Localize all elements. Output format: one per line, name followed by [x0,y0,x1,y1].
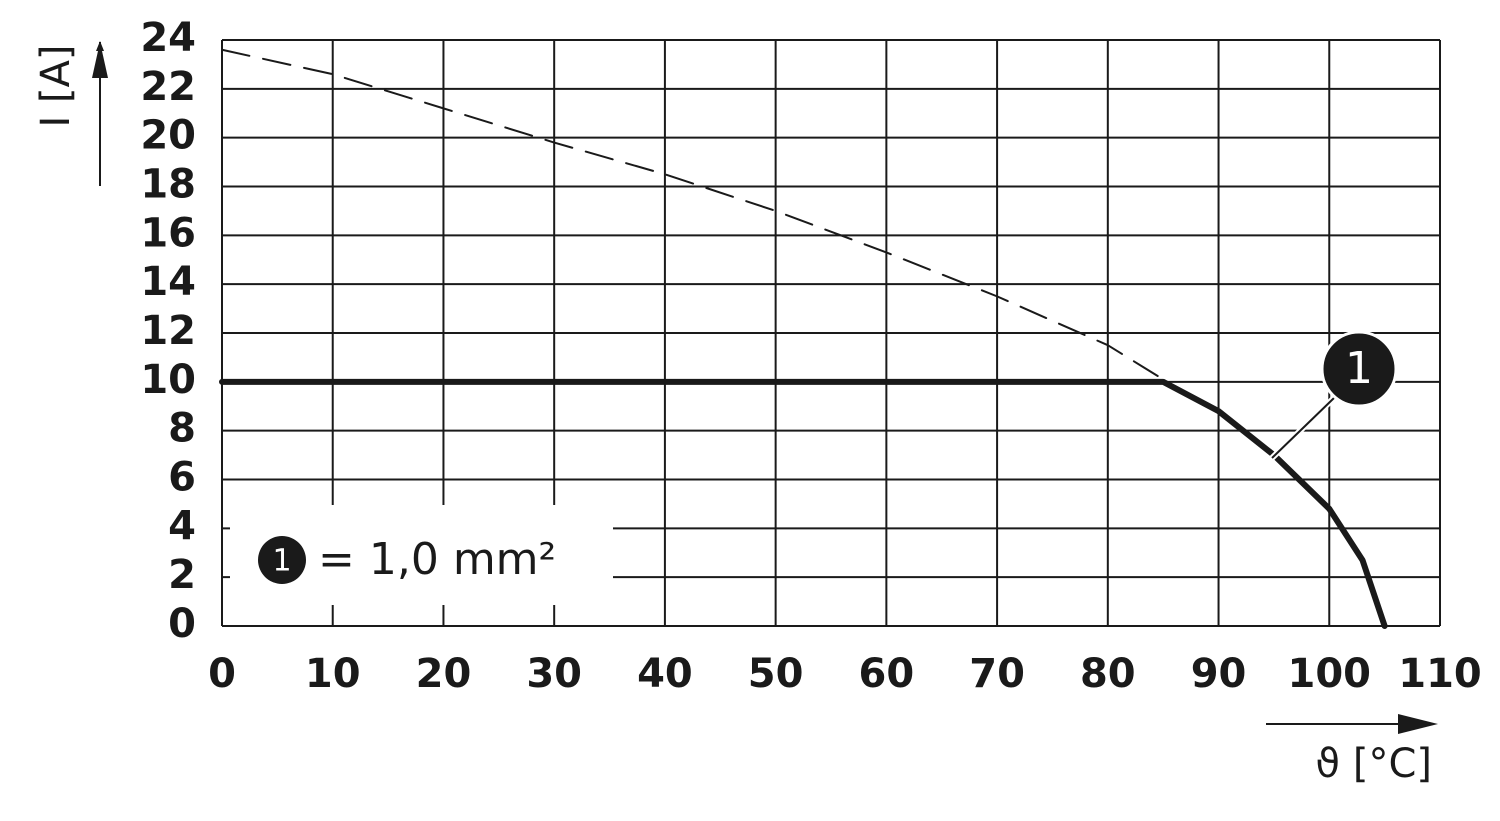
x-tick-label: 10 [305,651,361,697]
x-tick-label: 100 [1288,651,1372,697]
x-arrow-head [1398,714,1438,734]
legend-marker [258,536,306,584]
y-tick-label: 8 [168,406,196,452]
x-tick-label: 90 [1191,651,1247,697]
callout-label: 1 [1345,343,1373,394]
legend-marker-label: 1 [272,544,291,579]
x-tick-label: 70 [969,651,1025,697]
ticks: 0 10 20 30 40 50 60 70 80 90 100 110024681012141618… [140,15,1481,697]
y-tick-label: 22 [140,64,196,110]
y-tick-label: 4 [168,503,196,549]
x-tick-label: 80 [1080,651,1136,697]
x-tick-label: 50 [748,651,804,697]
x-axis-label: ϑ [°C] [1315,741,1432,787]
y-axis-label: I [A] [33,44,79,127]
y-tick-label: 16 [140,210,196,256]
legend-text: = 1,0 mm² [318,534,556,585]
line-series [221,48,1165,381]
callout-line [1271,397,1335,459]
x-tick-label: 20 [416,651,472,697]
y-tick-label: 18 [140,162,196,208]
callout-marker [1320,330,1398,408]
y-tick-label: 0 [168,601,196,647]
y-tick-label: 14 [140,259,196,305]
x-tick-label: 30 [526,651,582,697]
x-tick-label: 40 [637,651,693,697]
y-arrow-head [92,42,108,78]
x-tick-label: 0 [208,651,236,697]
y-tick-label: 6 [168,455,196,501]
y-tick-label: 10 [140,357,196,403]
y-tick-label: 12 [140,308,196,354]
x-tick-label: 60 [859,651,915,697]
y-tick-label: 20 [140,113,196,159]
y-tick-label: 2 [168,552,196,598]
x-tick-label: 110 [1398,651,1482,697]
y-tick-label: 24 [140,15,196,61]
